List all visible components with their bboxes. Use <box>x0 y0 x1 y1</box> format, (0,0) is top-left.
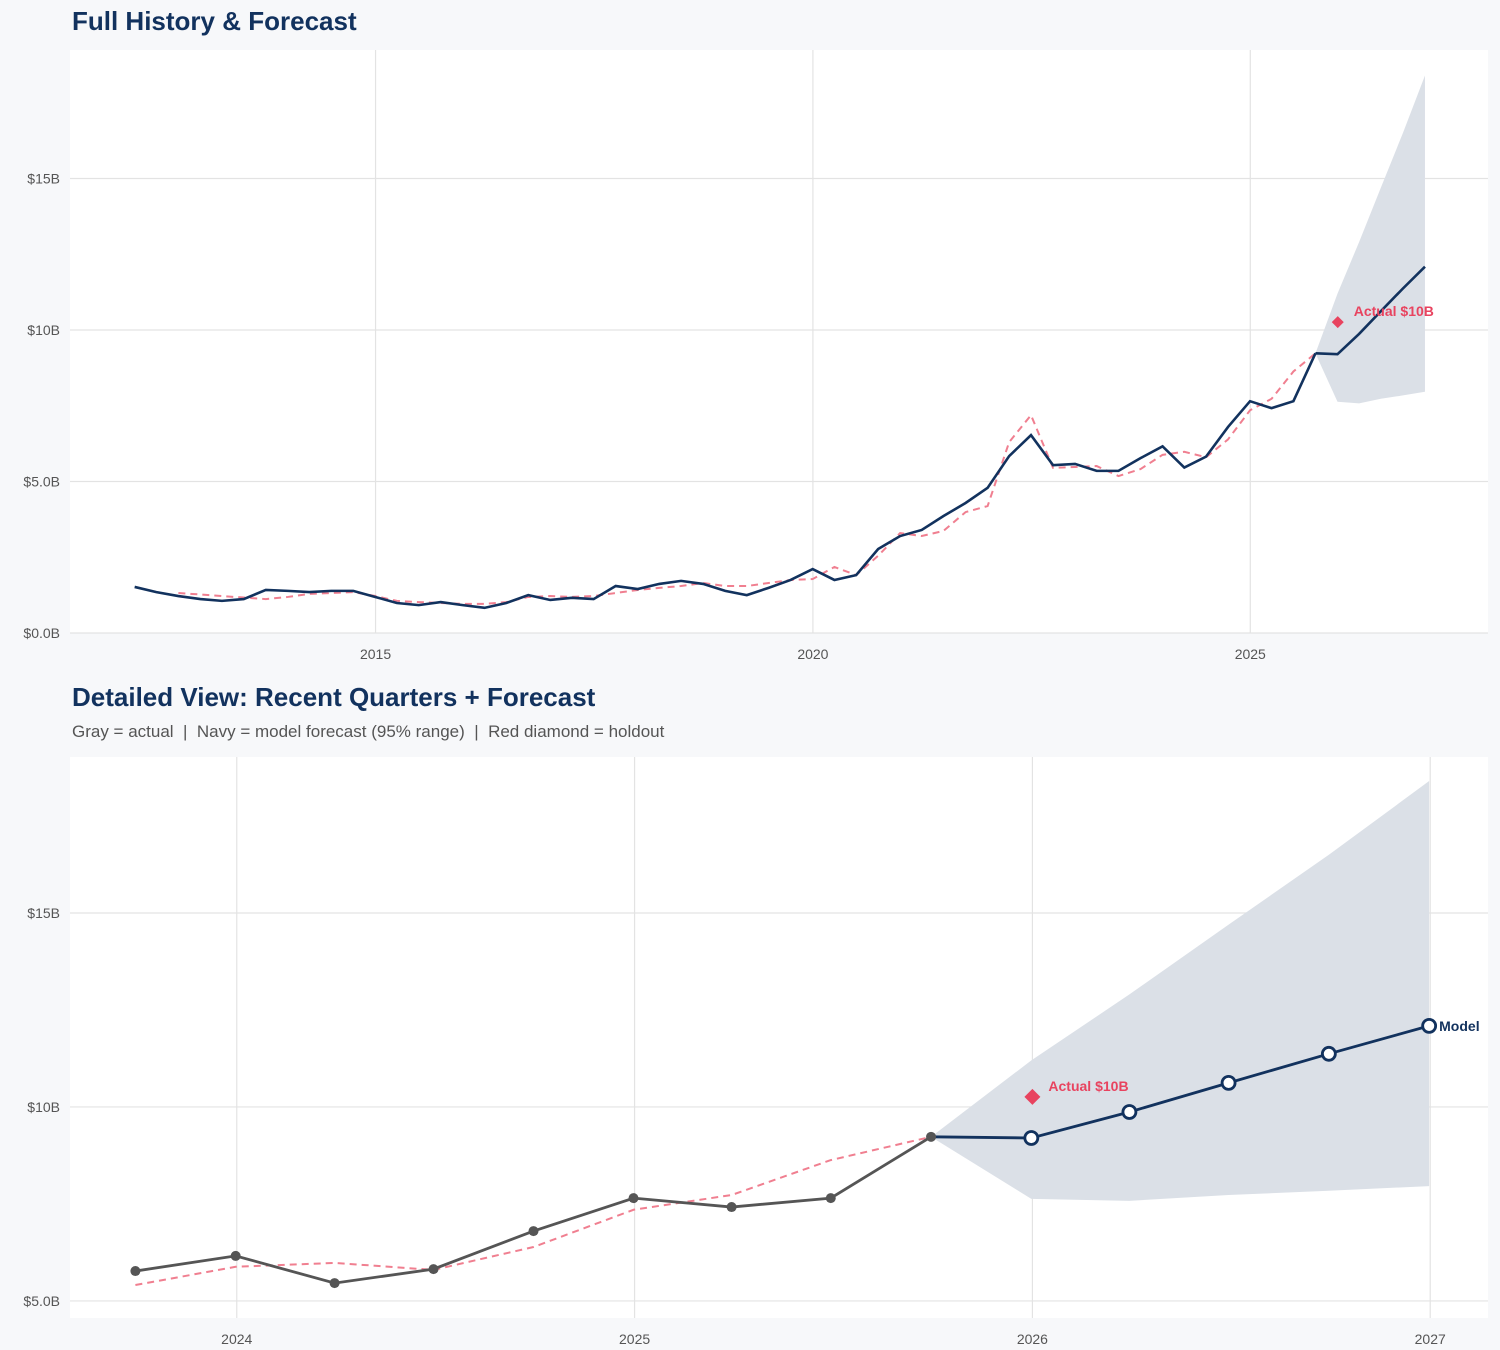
forecast-95-band <box>931 781 1430 1201</box>
history-point <box>428 1264 439 1275</box>
x-tick-label: 2027 <box>1415 1331 1446 1347</box>
history-point <box>329 1278 340 1289</box>
history-point <box>230 1250 241 1261</box>
forecast-point <box>1220 1074 1237 1091</box>
history-point <box>528 1226 539 1237</box>
plot-area <box>70 50 1488 633</box>
forecast-point <box>1421 1017 1438 1034</box>
forecast-line <box>931 1024 1430 1140</box>
y-tick-label: $5.0B <box>23 1293 60 1309</box>
history-point <box>130 1266 141 1277</box>
x-tick-label: 2026 <box>1017 1331 1048 1347</box>
history-point <box>628 1193 639 1204</box>
x-tick-label: 2024 <box>221 1331 252 1347</box>
y-tick-label: $15B <box>27 905 60 921</box>
history-point <box>825 1193 836 1204</box>
bottom-chart-subtitle: Gray = actual | Navy = model forecast (9… <box>72 722 665 741</box>
x-tick-label: 2015 <box>360 646 391 662</box>
history-line <box>134 352 1317 610</box>
forecast-line <box>1315 265 1426 356</box>
holdout-label: Actual $10B <box>1048 1078 1128 1094</box>
forecast-point <box>1121 1104 1138 1120</box>
y-tick-label: $0.0B <box>23 625 60 641</box>
top-chart-title: Full History & Forecast <box>72 6 357 36</box>
y-tick-label: $10B <box>27 322 60 338</box>
model-end-label: Model <box>1439 1018 1479 1034</box>
forecast-point <box>1320 1045 1337 1062</box>
forecast-point <box>1023 1130 1040 1146</box>
holdout-diamond <box>1331 316 1344 329</box>
y-tick-label: $10B <box>27 1099 60 1115</box>
bottom-chart-title: Detailed View: Recent Quarters + Forecas… <box>72 682 596 712</box>
full-history-chart: 2015 2020 2025 $0.0B $5.0B $10B $15B Actual $10… <box>23 50 1488 662</box>
holdout-label: Actual $10B <box>1354 303 1434 319</box>
x-tick-label: 2020 <box>797 646 828 662</box>
y-tick-label: $5.0B <box>23 473 60 489</box>
history-point <box>726 1202 737 1213</box>
history-point <box>926 1131 937 1142</box>
y-tick-label: $15B <box>27 170 60 186</box>
holdout-diamond <box>1024 1088 1041 1105</box>
x-tick-label: 2025 <box>1235 646 1266 662</box>
x-tick-label: 2025 <box>619 1331 650 1347</box>
